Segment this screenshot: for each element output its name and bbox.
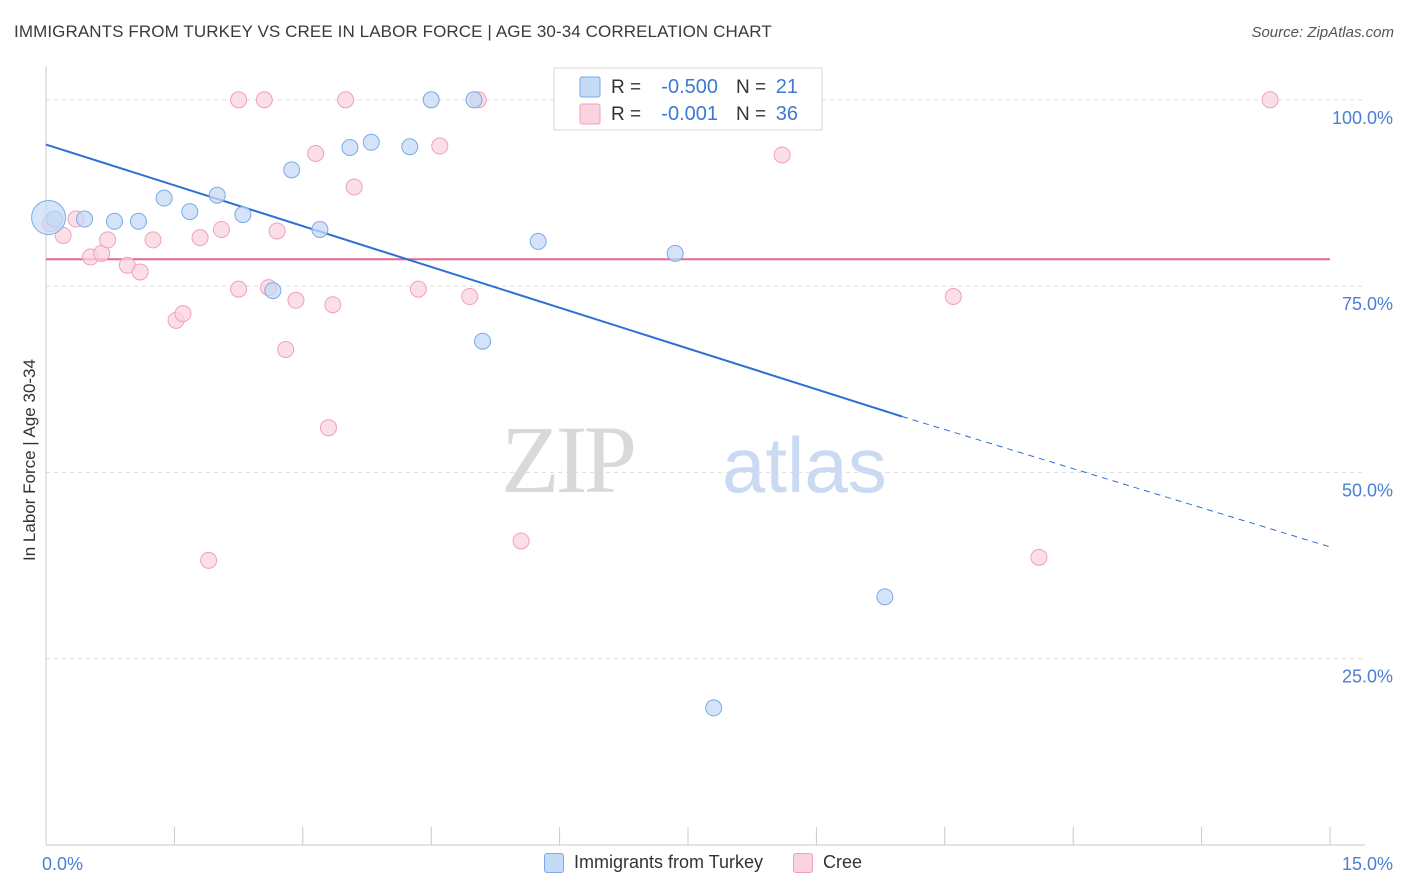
stats-swatch [579,76,601,98]
point-cree [944,288,962,306]
point-cree [337,91,355,109]
point-turkey [234,206,252,224]
point-cree [1261,91,1279,109]
legend-item-turkey: Immigrants from Turkey [543,852,764,873]
point-cree [307,144,325,162]
point-cree [200,551,218,569]
point-cree [287,291,305,309]
y-tick-label: 50.0% [1342,480,1393,500]
y-tick-label: 100.0% [1332,108,1393,128]
point-turkey-large [31,200,67,236]
trend-line-turkey [45,143,903,418]
stats-n-value: 36 [776,103,798,125]
point-turkey [401,138,419,156]
point-cree [230,91,248,109]
stats-r-value: -0.500 [661,76,718,98]
point-turkey [876,588,894,606]
point-turkey [264,282,282,300]
point-turkey [529,232,547,250]
point-cree [324,296,342,314]
point-cree [174,305,192,323]
point-turkey [129,212,147,230]
point-cree [319,419,337,437]
stats-r-label: R = [611,104,641,125]
legend-label-turkey: Immigrants from Turkey [573,852,764,872]
stats-n-label: N = [736,77,766,98]
legend-swatch-turkey [543,852,564,873]
point-cree [255,91,273,109]
point-cree [1030,548,1048,566]
point-turkey [705,699,723,717]
legend-swatch-cree [793,852,814,873]
point-cree [277,340,295,358]
data-points [31,91,1279,717]
trend-lines [45,143,1331,548]
point-cree [99,231,117,249]
point-cree [230,280,248,298]
legend-label-cree: Cree [823,852,863,872]
point-cree [409,280,427,298]
watermark-zip: ZIP [501,406,634,513]
point-turkey [105,212,123,230]
stats-legend: R = -0.500 N = 21 R = -0.001 N = 36 [553,67,823,131]
y-tick-label: 75.0% [1342,294,1393,314]
point-cree [212,220,230,238]
point-cree [345,178,363,196]
point-cree [131,263,149,281]
point-cree [512,532,530,550]
point-turkey [341,139,359,156]
watermark: ZIP atlas [501,406,887,513]
chart-title: IMMIGRANTS FROM TURKEY VS CREE IN LABOR … [14,22,772,41]
point-turkey [76,210,94,228]
point-turkey [465,91,483,109]
point-turkey [362,133,380,151]
x-tick-label-max: 15.0% [1342,854,1393,874]
point-cree [268,222,286,240]
grid-lines [46,99,1365,660]
point-turkey [666,244,684,262]
watermark-atlas: atlas [722,421,887,509]
point-cree [461,288,479,306]
trend-line-turkey-extension [901,416,1331,548]
point-cree [773,146,791,164]
series-legend: Immigrants from Turkey Cree [0,852,1406,873]
stats-r-value: -0.001 [661,103,718,125]
point-turkey [181,203,199,221]
point-cree [191,229,209,247]
point-cree [431,137,449,155]
y-tick-label: 25.0% [1342,667,1393,687]
point-cree [144,231,162,249]
point-turkey [474,332,492,350]
tick-labels: 25.0% 50.0% 75.0% 100.0% 0.0% 15.0% [42,108,1393,874]
x-tick-label-min: 0.0% [42,854,83,874]
stats-swatch [579,103,601,125]
point-turkey [208,186,226,204]
stats-r-label: R = [611,77,641,98]
point-turkey [155,189,173,207]
legend-item-cree: Cree [793,852,862,873]
point-turkey [422,91,440,109]
stats-n-label: N = [736,104,766,125]
stats-n-value: 21 [776,76,798,98]
source-label: Source: ZipAtlas.com [1251,24,1394,41]
point-turkey [283,161,301,179]
axes [45,66,1365,846]
point-turkey [311,220,329,238]
